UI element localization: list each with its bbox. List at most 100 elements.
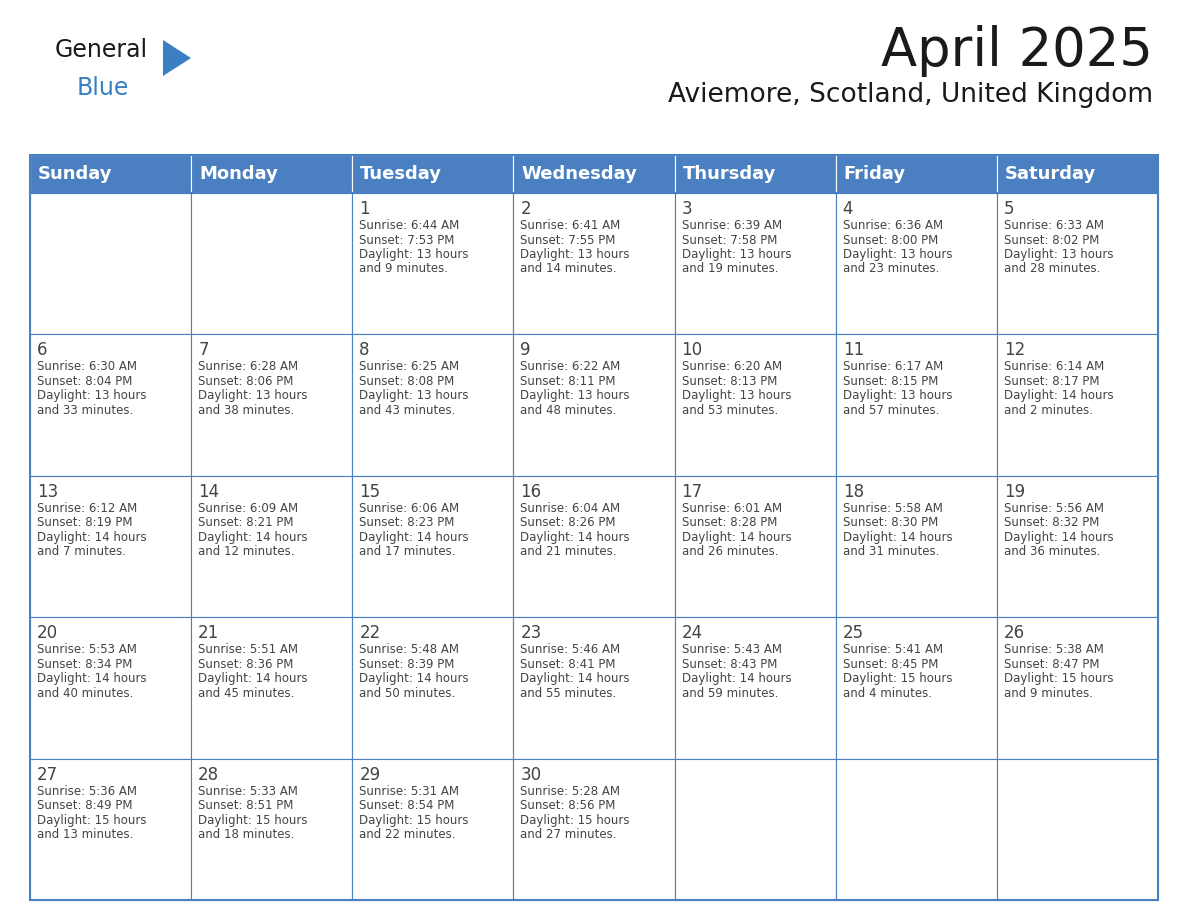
Text: Daylight: 14 hours: Daylight: 14 hours bbox=[37, 531, 146, 543]
Text: 29: 29 bbox=[359, 766, 380, 784]
Bar bbox=[835, 155, 997, 193]
Bar bbox=[675, 758, 835, 900]
Text: Thursday: Thursday bbox=[683, 165, 776, 183]
Text: 19: 19 bbox=[1004, 483, 1025, 501]
Text: and 31 minutes.: and 31 minutes. bbox=[842, 545, 939, 558]
Text: Sunset: 8:43 PM: Sunset: 8:43 PM bbox=[682, 657, 777, 671]
Bar bbox=[191, 334, 353, 476]
Text: and 43 minutes.: and 43 minutes. bbox=[359, 404, 456, 417]
Text: 11: 11 bbox=[842, 341, 864, 360]
Text: Sunrise: 5:46 AM: Sunrise: 5:46 AM bbox=[520, 644, 620, 656]
Text: and 38 minutes.: and 38 minutes. bbox=[198, 404, 295, 417]
Text: Sunset: 8:36 PM: Sunset: 8:36 PM bbox=[198, 657, 293, 671]
Bar bbox=[513, 334, 675, 476]
Text: Sunrise: 5:53 AM: Sunrise: 5:53 AM bbox=[37, 644, 137, 656]
Text: Daylight: 13 hours: Daylight: 13 hours bbox=[520, 389, 630, 402]
Text: Monday: Monday bbox=[200, 165, 278, 183]
Text: Sunrise: 6:22 AM: Sunrise: 6:22 AM bbox=[520, 361, 620, 374]
Text: Daylight: 13 hours: Daylight: 13 hours bbox=[37, 389, 146, 402]
Bar bbox=[675, 617, 835, 758]
Bar bbox=[353, 758, 513, 900]
Text: Sunset: 8:02 PM: Sunset: 8:02 PM bbox=[1004, 233, 1099, 247]
Text: Sunset: 8:47 PM: Sunset: 8:47 PM bbox=[1004, 657, 1099, 671]
Text: Sunrise: 6:06 AM: Sunrise: 6:06 AM bbox=[359, 502, 460, 515]
Text: Sunrise: 6:25 AM: Sunrise: 6:25 AM bbox=[359, 361, 460, 374]
Text: 16: 16 bbox=[520, 483, 542, 501]
Bar bbox=[30, 193, 191, 334]
Text: 30: 30 bbox=[520, 766, 542, 784]
Text: Sunrise: 6:14 AM: Sunrise: 6:14 AM bbox=[1004, 361, 1104, 374]
Text: Sunset: 8:30 PM: Sunset: 8:30 PM bbox=[842, 516, 939, 530]
Text: 13: 13 bbox=[37, 483, 58, 501]
Bar bbox=[191, 193, 353, 334]
Text: Daylight: 13 hours: Daylight: 13 hours bbox=[842, 389, 953, 402]
Bar bbox=[353, 476, 513, 617]
Bar bbox=[353, 193, 513, 334]
Bar bbox=[513, 193, 675, 334]
Text: Sunset: 8:34 PM: Sunset: 8:34 PM bbox=[37, 657, 132, 671]
Text: 8: 8 bbox=[359, 341, 369, 360]
Bar bbox=[835, 758, 997, 900]
Text: Sunset: 8:19 PM: Sunset: 8:19 PM bbox=[37, 516, 133, 530]
Text: Sunrise: 5:36 AM: Sunrise: 5:36 AM bbox=[37, 785, 137, 798]
Text: and 22 minutes.: and 22 minutes. bbox=[359, 828, 456, 841]
Text: Daylight: 13 hours: Daylight: 13 hours bbox=[842, 248, 953, 261]
Bar bbox=[513, 155, 675, 193]
Text: Blue: Blue bbox=[77, 76, 129, 100]
Text: Sunrise: 5:28 AM: Sunrise: 5:28 AM bbox=[520, 785, 620, 798]
Bar bbox=[353, 155, 513, 193]
Text: and 40 minutes.: and 40 minutes. bbox=[37, 687, 133, 700]
Text: and 55 minutes.: and 55 minutes. bbox=[520, 687, 617, 700]
Text: Friday: Friday bbox=[843, 165, 906, 183]
Text: Daylight: 14 hours: Daylight: 14 hours bbox=[682, 531, 791, 543]
Text: Sunrise: 5:31 AM: Sunrise: 5:31 AM bbox=[359, 785, 460, 798]
Text: Sunset: 8:41 PM: Sunset: 8:41 PM bbox=[520, 657, 615, 671]
Text: Daylight: 13 hours: Daylight: 13 hours bbox=[198, 389, 308, 402]
Bar bbox=[835, 617, 997, 758]
Bar bbox=[997, 758, 1158, 900]
Bar bbox=[675, 155, 835, 193]
Text: and 14 minutes.: and 14 minutes. bbox=[520, 263, 617, 275]
Text: Sunset: 8:39 PM: Sunset: 8:39 PM bbox=[359, 657, 455, 671]
Bar bbox=[353, 617, 513, 758]
Text: and 23 minutes.: and 23 minutes. bbox=[842, 263, 939, 275]
Bar bbox=[997, 617, 1158, 758]
Text: and 57 minutes.: and 57 minutes. bbox=[842, 404, 939, 417]
Text: Sunrise: 6:20 AM: Sunrise: 6:20 AM bbox=[682, 361, 782, 374]
Text: Daylight: 13 hours: Daylight: 13 hours bbox=[359, 248, 469, 261]
Text: and 59 minutes.: and 59 minutes. bbox=[682, 687, 778, 700]
Text: Sunrise: 6:28 AM: Sunrise: 6:28 AM bbox=[198, 361, 298, 374]
Text: General: General bbox=[55, 38, 148, 62]
Text: 1: 1 bbox=[359, 200, 369, 218]
Text: and 9 minutes.: and 9 minutes. bbox=[359, 263, 448, 275]
Text: 2: 2 bbox=[520, 200, 531, 218]
Text: Sunrise: 6:33 AM: Sunrise: 6:33 AM bbox=[1004, 219, 1104, 232]
Text: and 2 minutes.: and 2 minutes. bbox=[1004, 404, 1093, 417]
Text: Daylight: 13 hours: Daylight: 13 hours bbox=[682, 389, 791, 402]
Text: Saturday: Saturday bbox=[1005, 165, 1097, 183]
Text: and 36 minutes.: and 36 minutes. bbox=[1004, 545, 1100, 558]
Text: Sunrise: 5:43 AM: Sunrise: 5:43 AM bbox=[682, 644, 782, 656]
Bar bbox=[997, 476, 1158, 617]
Text: Daylight: 15 hours: Daylight: 15 hours bbox=[359, 813, 469, 826]
Text: Daylight: 14 hours: Daylight: 14 hours bbox=[359, 672, 469, 685]
Text: Sunset: 8:21 PM: Sunset: 8:21 PM bbox=[198, 516, 293, 530]
Text: Sunrise: 6:17 AM: Sunrise: 6:17 AM bbox=[842, 361, 943, 374]
Text: Sunrise: 5:48 AM: Sunrise: 5:48 AM bbox=[359, 644, 460, 656]
Text: Daylight: 14 hours: Daylight: 14 hours bbox=[37, 672, 146, 685]
Text: 22: 22 bbox=[359, 624, 380, 643]
Text: 20: 20 bbox=[37, 624, 58, 643]
Text: and 27 minutes.: and 27 minutes. bbox=[520, 828, 617, 841]
Text: 23: 23 bbox=[520, 624, 542, 643]
Bar bbox=[30, 617, 191, 758]
Text: Sunset: 8:23 PM: Sunset: 8:23 PM bbox=[359, 516, 455, 530]
Text: Sunrise: 6:01 AM: Sunrise: 6:01 AM bbox=[682, 502, 782, 515]
Text: Sunset: 8:04 PM: Sunset: 8:04 PM bbox=[37, 375, 132, 388]
Bar bbox=[191, 155, 353, 193]
Text: and 18 minutes.: and 18 minutes. bbox=[198, 828, 295, 841]
Polygon shape bbox=[163, 40, 191, 76]
Text: Daylight: 13 hours: Daylight: 13 hours bbox=[359, 389, 469, 402]
Bar bbox=[191, 476, 353, 617]
Text: 25: 25 bbox=[842, 624, 864, 643]
Bar bbox=[513, 617, 675, 758]
